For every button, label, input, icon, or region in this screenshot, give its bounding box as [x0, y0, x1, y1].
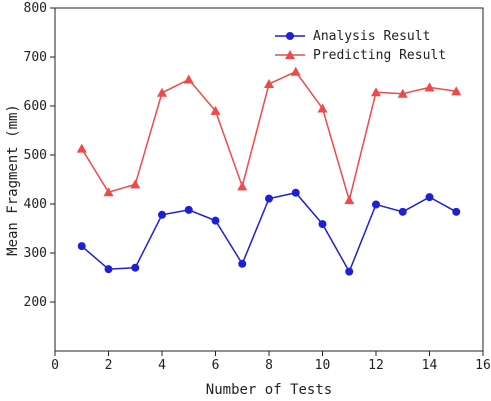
- data-point: [424, 82, 435, 92]
- x-tick-label: 0: [51, 358, 59, 373]
- x-tick-label: 14: [422, 358, 438, 373]
- x-tick-label: 6: [212, 358, 220, 373]
- data-point: [397, 88, 408, 98]
- data-point: [452, 207, 461, 216]
- legend-label: Predicting Result: [313, 48, 446, 63]
- data-point: [265, 194, 273, 203]
- series-layer: [76, 66, 462, 276]
- data-point: [318, 220, 327, 229]
- x-tick-label: 2: [105, 358, 113, 373]
- series-1: [77, 188, 461, 276]
- x-tick-label: 4: [158, 358, 166, 373]
- y-tick-label: 600: [24, 99, 47, 114]
- data-point: [184, 205, 193, 214]
- y-tick-label: 500: [24, 148, 47, 163]
- legend-item: Predicting Result: [275, 48, 446, 63]
- y-axis-title: Mean Fragment (mm): [5, 104, 21, 256]
- x-axis-title: Number of Tests: [206, 382, 332, 398]
- data-point: [238, 259, 247, 268]
- x-tick-label: 12: [368, 358, 384, 373]
- data-point: [237, 181, 248, 191]
- legend-marker: [285, 50, 295, 59]
- data-point: [130, 179, 141, 189]
- legend-label: Analysis Result: [313, 29, 430, 44]
- legend: Analysis Result Predicting Result: [275, 29, 446, 63]
- data-point: [158, 210, 166, 219]
- data-point: [183, 74, 194, 84]
- data-point: [451, 86, 462, 96]
- data-point: [345, 267, 354, 276]
- series-line: [81, 70, 457, 203]
- data-point: [290, 66, 301, 76]
- data-point: [131, 263, 140, 272]
- data-point: [264, 78, 274, 88]
- axis-ticks: 0 2 4 6 8 10 12 14 16 200 300 400 500 600 700 800: [24, 1, 491, 373]
- y-tick-label: 800: [24, 1, 47, 16]
- x-tick-label: 8: [265, 358, 273, 373]
- series-2: [76, 66, 462, 205]
- data-point: [344, 195, 355, 205]
- data-point: [425, 193, 434, 202]
- data-point: [317, 103, 328, 113]
- data-point: [398, 207, 407, 216]
- y-tick-label: 400: [24, 197, 47, 212]
- data-point: [104, 265, 113, 274]
- data-point: [76, 143, 87, 153]
- data-point: [210, 105, 221, 115]
- x-tick-label: 16: [475, 358, 491, 373]
- series-line: [81, 191, 457, 274]
- y-tick-label: 200: [24, 295, 47, 310]
- data-point: [371, 87, 381, 97]
- data-point: [372, 200, 380, 209]
- data-point: [291, 188, 300, 197]
- data-point: [157, 87, 167, 97]
- data-point: [77, 242, 86, 251]
- legend-marker: [286, 32, 294, 40]
- y-tick-label: 300: [24, 246, 47, 261]
- data-point: [211, 216, 220, 225]
- data-point: [103, 187, 114, 197]
- x-tick-label: 10: [315, 358, 331, 373]
- legend-item: Analysis Result: [275, 29, 430, 44]
- y-tick-label: 700: [24, 50, 47, 65]
